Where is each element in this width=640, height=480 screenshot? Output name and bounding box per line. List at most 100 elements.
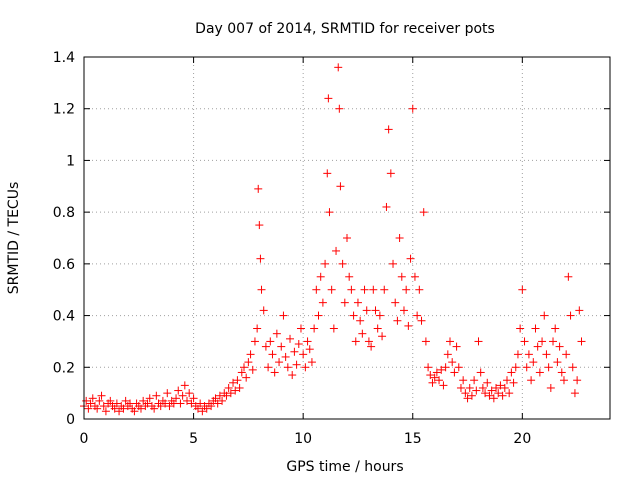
data-point bbox=[351, 337, 360, 346]
data-point bbox=[323, 169, 332, 178]
data-point bbox=[549, 337, 558, 346]
data-point bbox=[97, 391, 106, 400]
data-point bbox=[408, 104, 417, 113]
y-tick-label: 0.2 bbox=[53, 360, 75, 376]
data-point bbox=[446, 337, 455, 346]
data-point bbox=[301, 363, 310, 372]
data-point bbox=[279, 311, 288, 320]
data-point bbox=[256, 254, 265, 263]
data-point bbox=[172, 394, 181, 403]
data-point bbox=[555, 342, 564, 351]
data-point bbox=[250, 337, 259, 346]
y-axis-label: SRMTID / TECUs bbox=[6, 182, 22, 295]
data-point bbox=[198, 407, 207, 416]
data-point bbox=[367, 342, 376, 351]
data-point bbox=[310, 324, 319, 333]
data-point bbox=[163, 389, 172, 398]
data-point bbox=[211, 394, 220, 403]
data-point bbox=[329, 324, 338, 333]
data-point bbox=[312, 285, 321, 294]
data-point bbox=[533, 342, 542, 351]
data-point bbox=[156, 402, 165, 411]
x-axis-label: GPS time / hours bbox=[286, 459, 403, 475]
data-point bbox=[483, 378, 492, 387]
x-tick-label: 10 bbox=[294, 431, 312, 447]
data-point bbox=[386, 169, 395, 178]
data-point bbox=[145, 394, 154, 403]
plot-frame bbox=[83, 56, 611, 420]
data-point bbox=[575, 306, 584, 315]
data-point bbox=[242, 373, 251, 382]
data-point bbox=[577, 337, 586, 346]
data-point bbox=[551, 324, 560, 333]
data-point bbox=[332, 246, 341, 255]
data-point bbox=[513, 350, 522, 359]
x-tick-label: 15 bbox=[404, 431, 422, 447]
data-point bbox=[183, 396, 192, 405]
data-point bbox=[454, 363, 463, 372]
data-point bbox=[307, 358, 316, 367]
data-point bbox=[218, 396, 227, 405]
data-point bbox=[562, 350, 571, 359]
data-point bbox=[130, 407, 139, 416]
data-point bbox=[489, 394, 498, 403]
data-point bbox=[419, 208, 428, 217]
data-point bbox=[325, 208, 334, 217]
data-point bbox=[213, 399, 222, 408]
data-point bbox=[288, 371, 297, 380]
data-point bbox=[185, 389, 194, 398]
data-point bbox=[229, 378, 238, 387]
data-point bbox=[255, 221, 264, 230]
data-point bbox=[93, 404, 102, 413]
data-point bbox=[161, 399, 170, 408]
data-point bbox=[529, 358, 538, 367]
axis-ticks: 0 0.2 0.4 0.6 0.8 1 1.2 1.4 0 5 10 15 20 bbox=[53, 50, 610, 447]
data-point bbox=[360, 285, 369, 294]
data-point bbox=[500, 383, 509, 392]
data-point bbox=[399, 306, 408, 315]
data-point bbox=[270, 368, 279, 377]
y-tick-label: 0.8 bbox=[53, 205, 75, 221]
data-point bbox=[119, 404, 128, 413]
data-point bbox=[224, 383, 233, 392]
data-point bbox=[496, 381, 505, 390]
data-point bbox=[406, 254, 415, 263]
data-point bbox=[101, 407, 110, 416]
data-point bbox=[299, 350, 308, 359]
data-point bbox=[472, 386, 481, 395]
data-point bbox=[566, 311, 575, 320]
data-point bbox=[316, 272, 325, 281]
data-point bbox=[257, 285, 266, 294]
data-point bbox=[540, 311, 549, 320]
data-point bbox=[511, 363, 520, 372]
x-tick-label: 5 bbox=[189, 431, 198, 447]
data-point bbox=[345, 272, 354, 281]
data-point bbox=[375, 311, 384, 320]
data-point bbox=[318, 298, 327, 307]
y-tick-label: 0.4 bbox=[53, 309, 75, 325]
data-point bbox=[254, 184, 263, 193]
data-point bbox=[268, 350, 277, 359]
data-point bbox=[369, 285, 378, 294]
data-point bbox=[448, 358, 457, 367]
data-point bbox=[233, 376, 242, 385]
data-point bbox=[498, 391, 507, 400]
data-point bbox=[424, 363, 433, 372]
y-tick-label: 0.6 bbox=[53, 257, 75, 273]
data-point bbox=[95, 396, 104, 405]
data-point bbox=[176, 399, 185, 408]
data-point bbox=[253, 324, 262, 333]
data-point bbox=[402, 285, 411, 294]
data-point bbox=[115, 407, 124, 416]
data-point bbox=[441, 363, 450, 372]
data-point bbox=[456, 383, 465, 392]
data-point bbox=[321, 259, 330, 268]
data-point bbox=[335, 104, 344, 113]
data-point bbox=[106, 396, 115, 405]
data-point bbox=[478, 383, 487, 392]
data-point bbox=[226, 389, 235, 398]
data-point bbox=[180, 381, 189, 390]
data-point bbox=[465, 383, 474, 392]
data-point bbox=[349, 311, 358, 320]
data-point bbox=[290, 347, 299, 356]
